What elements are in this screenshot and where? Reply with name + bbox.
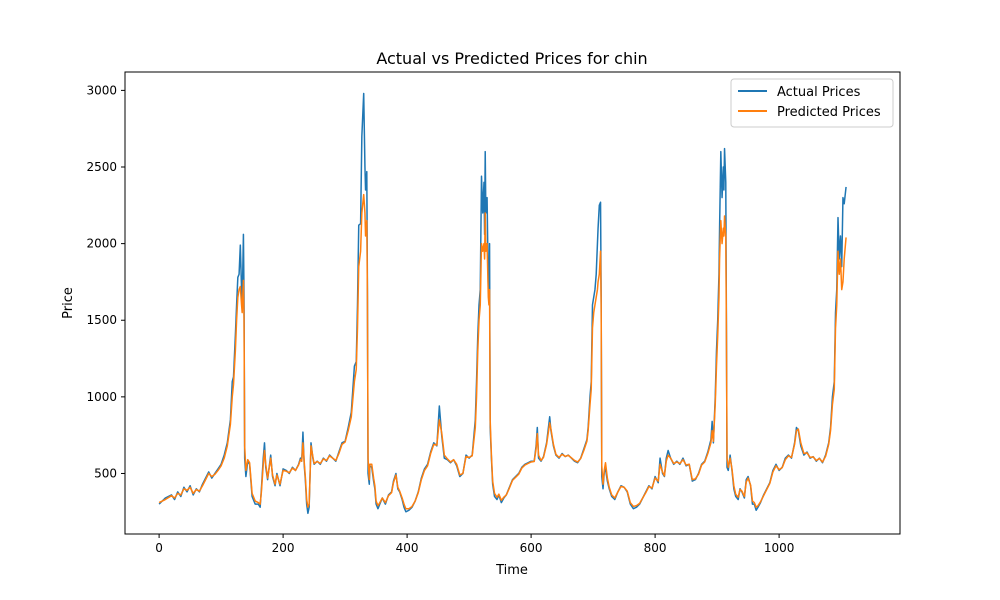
x-tick-label: 400 [396, 541, 419, 555]
legend: Actual Prices Predicted Prices [730, 78, 894, 128]
series-line-predicted-prices [158, 193, 847, 510]
x-tick-label: 800 [644, 541, 667, 555]
legend-label-actual-prices: Actual Prices [777, 85, 861, 100]
plot-frame [124, 71, 901, 535]
x-tick-label: 600 [520, 541, 543, 555]
y-tick-label: 3000 [86, 83, 117, 97]
legend-label-predicted-prices: Predicted Prices [777, 105, 881, 120]
y-axis-title: Price [61, 287, 76, 319]
plot-content [158, 92, 847, 515]
x-tick-label: 200 [272, 541, 295, 555]
y-axis: 500 1000 1500 2000 2500 3000 [86, 83, 125, 480]
chart-title: Actual vs Predicted Prices for chin [376, 49, 647, 68]
y-tick-label: 2000 [86, 237, 117, 251]
y-tick-label: 1500 [86, 313, 117, 327]
legend-box [730, 78, 894, 128]
x-tick-label: 0 [155, 541, 163, 555]
y-tick-label: 1000 [86, 390, 117, 404]
x-tick-label: 1000 [764, 541, 795, 555]
y-tick-label: 2500 [86, 160, 117, 174]
x-axis-title: Time [495, 563, 528, 578]
x-axis: 0 200 400 600 800 1000 [155, 534, 794, 555]
y-tick-label: 500 [94, 466, 117, 480]
